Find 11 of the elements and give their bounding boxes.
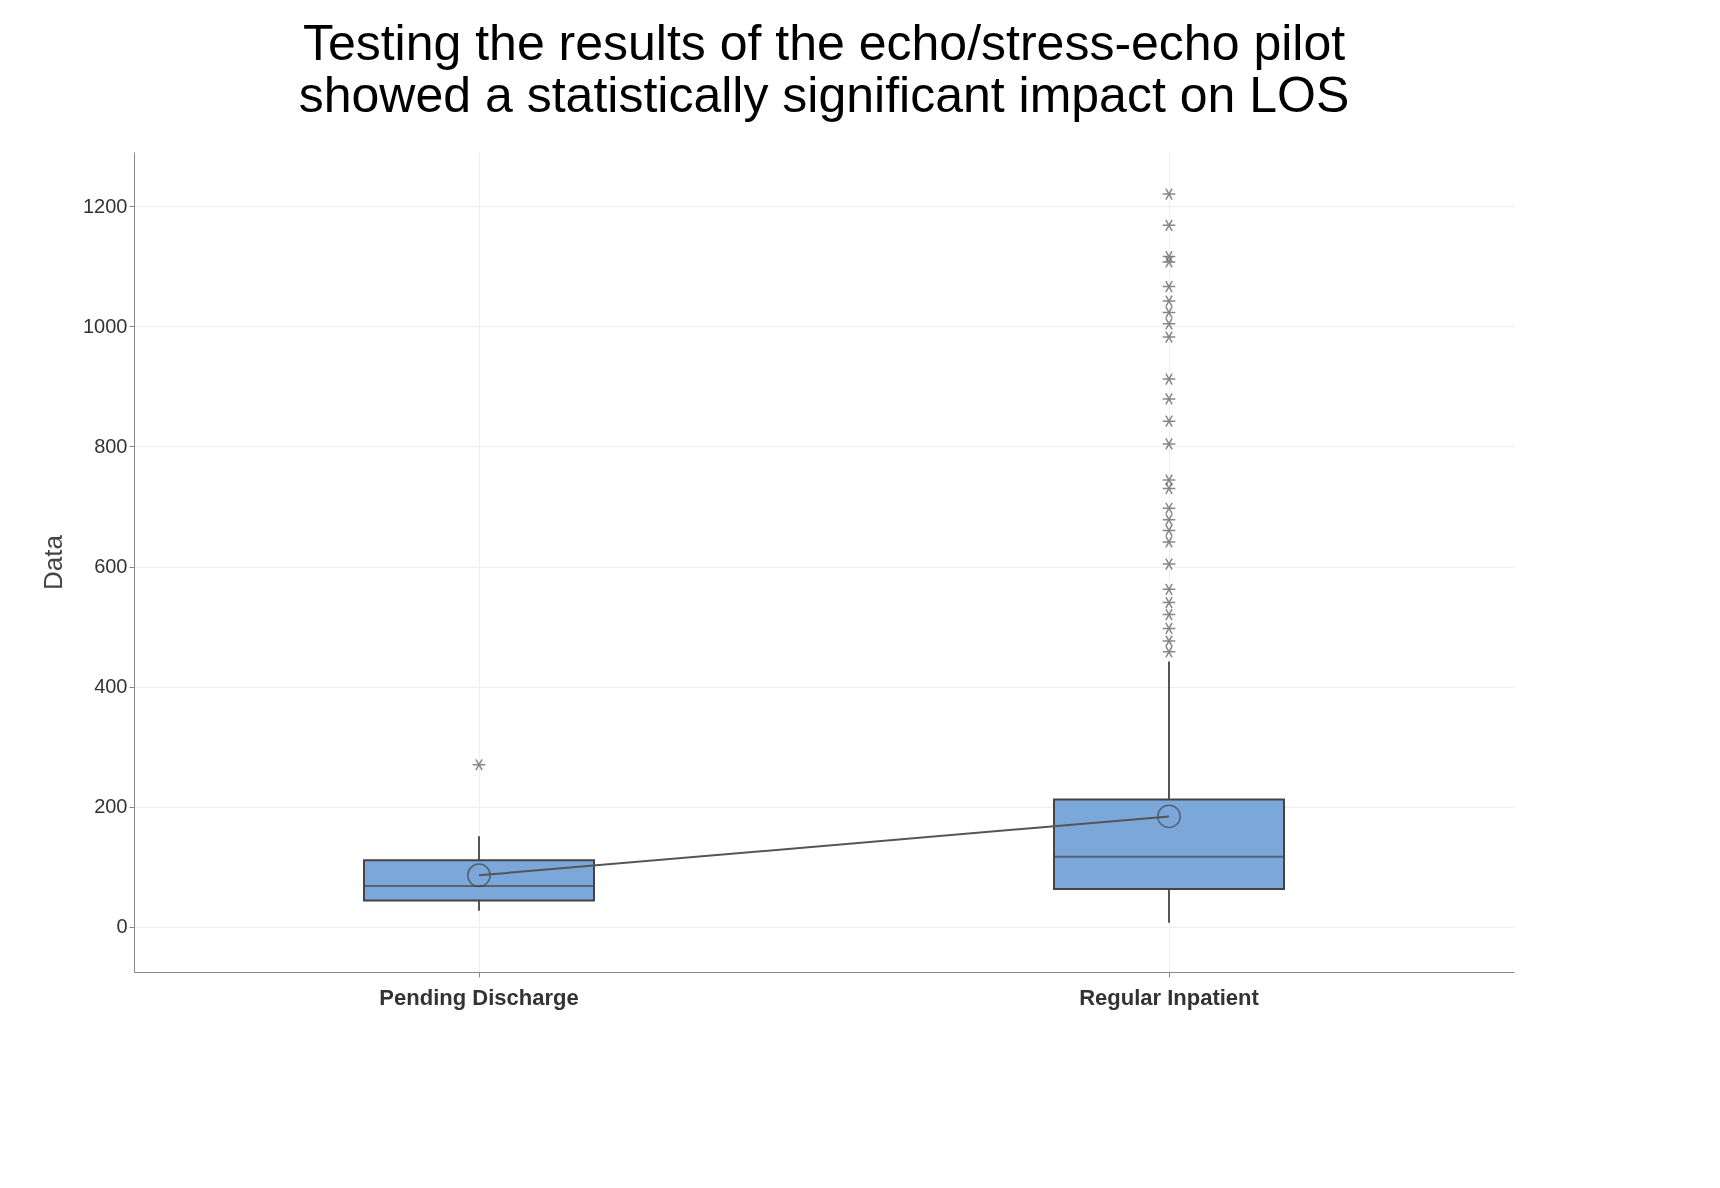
y-tick-label: 1000 xyxy=(83,314,128,337)
x-tick-label: Pending Discharge xyxy=(379,984,579,1010)
y-tick-label: 800 xyxy=(94,434,128,457)
chart-title: Testing the results of the echo/stress-echo pilot showed a statistically significant impact on LOS xyxy=(298,15,1350,123)
y-tick-label: 200 xyxy=(94,795,128,818)
y-axis-title: Data xyxy=(38,534,69,590)
y-tick-label: 600 xyxy=(94,555,128,578)
y-tick-label: 0 xyxy=(116,915,128,938)
y-tick-label: 1200 xyxy=(83,194,128,217)
y-tick-label: 400 xyxy=(94,675,128,698)
x-tick-label: Regular Inpatient xyxy=(1079,984,1260,1010)
